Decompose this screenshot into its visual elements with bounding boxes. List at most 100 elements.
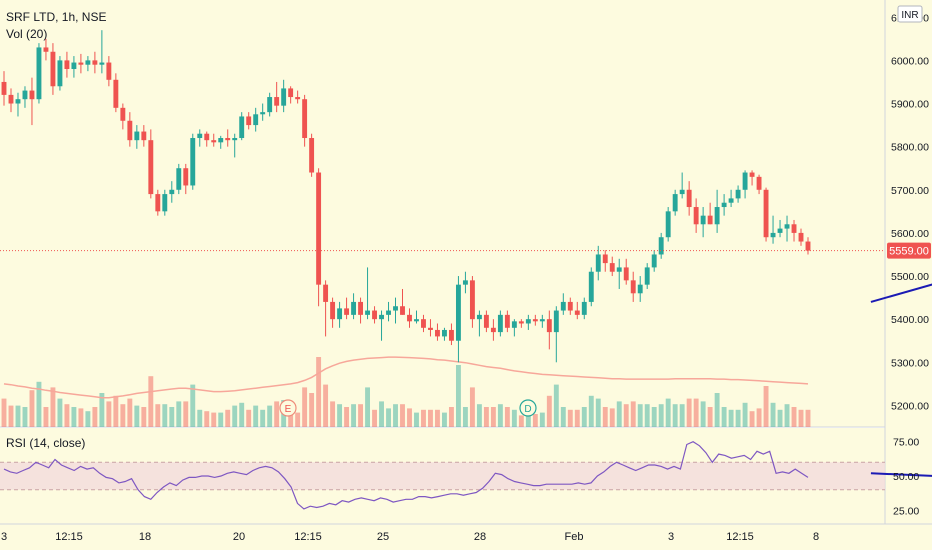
earnings-marker[interactable]: E — [279, 399, 297, 417]
currency-label: INR — [901, 10, 918, 21]
dividend-marker[interactable]: D — [519, 399, 537, 417]
rsi-axis[interactable]: 75.00 50.00 25.00 — [893, 437, 919, 518]
rsi-legend[interactable]: RSI (14, close) — [6, 436, 85, 450]
candle-body — [686, 189, 692, 208]
volume-bar — [686, 398, 692, 427]
volume-bar — [267, 405, 273, 427]
candle-body — [64, 60, 70, 70]
volume-bar — [588, 395, 594, 427]
price-tick-label: 6000.00 — [891, 55, 929, 67]
time-axis-background — [0, 524, 932, 550]
rsi-tick-label: 25.00 — [893, 505, 919, 517]
candle-body — [665, 211, 671, 238]
volume-bar — [574, 409, 580, 427]
time-tick-label: 28 — [474, 531, 486, 543]
rsi-tick-label: 75.00 — [893, 437, 919, 449]
candle-body — [462, 280, 468, 285]
volume-bar — [127, 398, 133, 427]
candle-body — [43, 47, 49, 52]
volume-bars — [1, 357, 811, 427]
volume-bar — [497, 404, 503, 427]
volume-bar — [78, 408, 84, 427]
candle-body — [57, 60, 63, 87]
candle-body — [539, 319, 545, 322]
time-tick-label: 25 — [377, 531, 389, 543]
last-price-value: 5559.00 — [889, 246, 929, 258]
candle-body — [435, 329, 440, 337]
symbol-title[interactable]: SRF LTD, 1h, NSE — [6, 10, 106, 24]
volume-bar — [784, 404, 790, 427]
candle-body — [393, 306, 398, 311]
volume-bar — [92, 407, 98, 427]
volume-bar — [113, 395, 119, 427]
volume-bar — [672, 404, 678, 427]
candle-body — [623, 267, 629, 281]
candle-body — [197, 133, 203, 139]
candle-body — [358, 301, 364, 315]
volume-bar — [393, 404, 398, 427]
time-tick-label: 3 — [668, 531, 674, 543]
volume-bar — [728, 409, 734, 427]
volume-bar — [693, 398, 699, 427]
candle-body — [777, 228, 783, 233]
candle-body — [511, 321, 517, 328]
candle-body — [183, 168, 189, 186]
candle-body — [490, 327, 496, 333]
candle-body — [274, 97, 280, 106]
candle-body — [365, 310, 370, 315]
volume-bar — [756, 408, 762, 427]
rsi-trendline[interactable] — [870, 472, 932, 481]
volume-bar — [462, 407, 468, 427]
volume-bar — [742, 402, 748, 427]
volume-bar — [295, 412, 301, 427]
candle-body — [693, 207, 699, 225]
volume-bar — [57, 398, 63, 427]
candle-body — [288, 88, 294, 98]
candle-body — [602, 254, 608, 264]
candle-body — [85, 60, 91, 65]
candle-body — [721, 202, 727, 208]
candle-body — [134, 131, 140, 141]
volume-bar — [36, 381, 42, 427]
candle-body — [127, 120, 133, 141]
candle-body — [211, 140, 217, 143]
volume-bar — [64, 404, 70, 427]
volume-bar — [218, 412, 224, 427]
volume-bar — [120, 404, 126, 427]
volume-bar — [85, 411, 91, 427]
volume-bar — [8, 405, 14, 427]
time-axis[interactable]: 3 12:15 18 20 12:15 25 28 Feb 3 12:15 8 — [1, 531, 819, 543]
candle-body — [22, 90, 28, 100]
volume-bar — [344, 407, 350, 427]
candle-body — [267, 97, 273, 113]
candle-body — [50, 51, 56, 87]
volume-bar — [609, 408, 615, 427]
time-tick-label: 8 — [813, 531, 819, 543]
candle-body — [609, 263, 615, 272]
candle-body — [798, 232, 804, 242]
volume-legend[interactable]: Vol (20) — [6, 27, 47, 41]
price-tick-label: 5300.00 — [891, 357, 929, 369]
price-trendline[interactable] — [870, 252, 932, 303]
currency-badge[interactable]: INR — [897, 5, 923, 23]
volume-bar — [435, 409, 440, 427]
volume-bar — [372, 409, 377, 427]
rsi-line — [3, 441, 809, 510]
volume-bar — [22, 407, 28, 427]
time-tick-label: 20 — [233, 531, 245, 543]
volume-bar — [106, 401, 112, 427]
candle-body — [323, 284, 329, 302]
candle-body — [225, 138, 231, 141]
candle-body — [337, 308, 343, 320]
price-tick-label: 5400.00 — [891, 314, 929, 326]
candlesticks — [1, 30, 811, 363]
price-pane-background — [0, 0, 885, 427]
volume-bar — [714, 393, 720, 427]
volume-bar — [421, 409, 426, 427]
volume-bar — [232, 405, 238, 427]
volume-bar — [490, 407, 496, 427]
candle-body — [407, 314, 412, 322]
candle-body — [497, 314, 503, 333]
candle-body — [113, 79, 119, 108]
candle-body — [504, 314, 510, 328]
